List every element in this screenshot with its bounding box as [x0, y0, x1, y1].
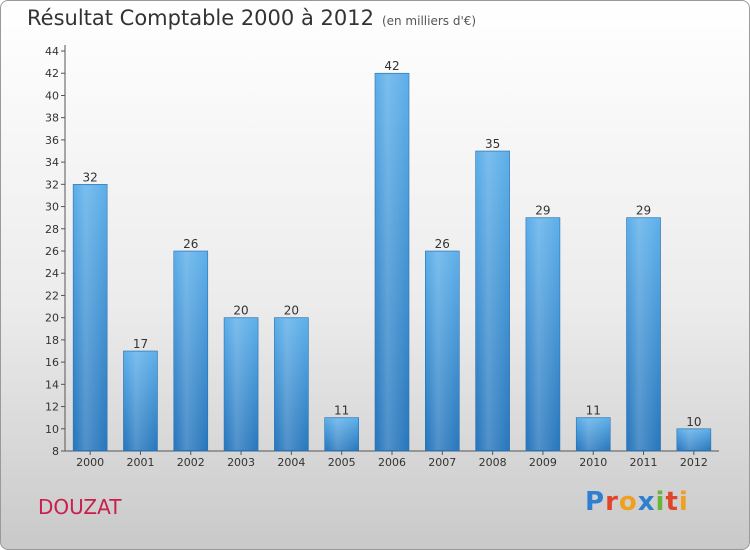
data-label: 10: [686, 415, 701, 429]
logo-letter: o: [618, 487, 638, 517]
proxiti-logo: Proxiti: [585, 487, 689, 517]
y-tick-label: 10: [45, 423, 59, 436]
y-tick-label: 24: [45, 267, 59, 280]
city-name: DOUZAT: [38, 495, 122, 519]
data-label: 26: [435, 237, 450, 251]
bar-highlight: [527, 218, 558, 450]
logo-letter: i: [678, 487, 689, 517]
x-tick-label: 2009: [529, 456, 557, 469]
y-tick-label: 28: [45, 223, 59, 236]
data-label: 32: [83, 170, 98, 184]
data-label: 11: [334, 404, 349, 418]
bar-highlight: [175, 252, 206, 450]
logo-letter: P: [585, 487, 606, 517]
y-tick-label: 34: [45, 156, 59, 169]
bar-highlight: [628, 218, 659, 450]
x-tick-label: 2011: [630, 456, 658, 469]
y-tick-label: 30: [45, 201, 59, 214]
y-tick-label: 8: [52, 445, 59, 458]
y-tick-label: 18: [45, 334, 59, 347]
data-label: 17: [133, 337, 148, 351]
data-label: 26: [183, 237, 198, 251]
x-tick-label: 2000: [76, 456, 104, 469]
y-tick-label: 32: [45, 178, 59, 191]
y-tick-label: 14: [45, 378, 59, 391]
logo-letter: i: [655, 487, 666, 517]
bar-highlight: [125, 352, 156, 450]
y-tick-label: 42: [45, 67, 59, 80]
bar-highlight: [477, 152, 508, 450]
logo-letter: r: [605, 487, 619, 517]
data-label: 20: [284, 304, 299, 318]
x-tick-label: 2008: [479, 456, 507, 469]
x-tick-label: 2006: [378, 456, 406, 469]
y-tick-label: 44: [45, 45, 59, 58]
x-tick-label: 2005: [328, 456, 356, 469]
data-label: 42: [384, 59, 399, 73]
data-label: 20: [233, 304, 248, 318]
x-tick-label: 2012: [680, 456, 708, 469]
x-tick-label: 2001: [126, 456, 154, 469]
title-text: Résultat Comptable 2000 à 2012: [27, 6, 374, 30]
bar-highlight: [326, 418, 357, 450]
y-tick-label: 36: [45, 134, 59, 147]
bar-highlight: [226, 318, 257, 450]
bar-highlight: [75, 185, 106, 451]
bar-highlight: [578, 418, 609, 450]
x-tick-label: 2002: [177, 456, 205, 469]
title-unit: (en milliers d'€): [381, 14, 477, 28]
value-labels: 32 17 26 20 20 11 42 26 35 29 11 29 10: [83, 59, 702, 429]
bar-highlight: [377, 74, 407, 450]
chart-title: Résultat Comptable 2000 à 2012 (en millie…: [27, 6, 476, 30]
logo-letter: x: [637, 487, 656, 517]
data-label: 35: [485, 137, 500, 151]
y-tick-label: 20: [45, 312, 59, 325]
x-tick-label: 2003: [227, 456, 255, 469]
x-tick-label: 2007: [428, 456, 456, 469]
x-tick-label: 2004: [277, 456, 305, 469]
y-tick-label: 38: [45, 112, 59, 125]
data-label: 11: [586, 404, 601, 418]
data-label: 29: [535, 204, 550, 218]
logo-letter: t: [665, 487, 679, 517]
y-tick-label: 40: [45, 89, 59, 102]
y-tick-label: 12: [45, 401, 59, 414]
bars: [72, 72, 712, 452]
bar-highlight: [678, 429, 709, 450]
bar-highlight: [276, 318, 307, 450]
axes: 8 10 12 14 16 18 20 22 24 26 28 30 32 34 36 38 40 42 44 200…: [45, 45, 719, 469]
x-tick-label: 2010: [579, 456, 607, 469]
y-tick-label: 16: [45, 356, 59, 369]
y-tick-label: 22: [45, 289, 59, 302]
bar-highlight: [427, 252, 458, 450]
y-tick-label: 26: [45, 245, 59, 258]
data-label: 29: [636, 204, 651, 218]
